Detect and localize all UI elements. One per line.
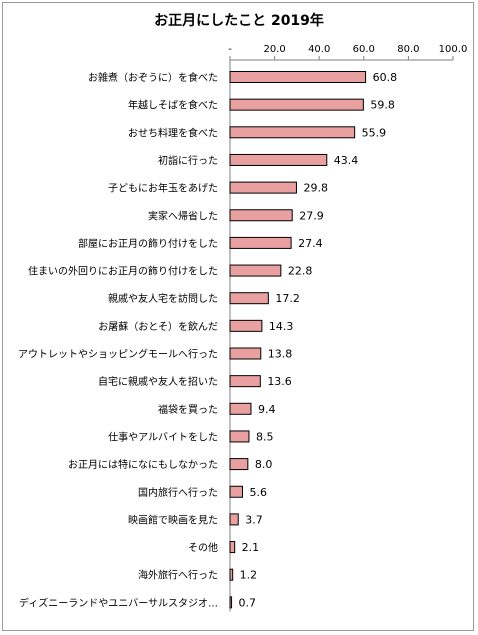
bar	[229, 541, 236, 554]
bar	[229, 209, 293, 222]
category-label: 住まいの外回りにお正月の飾り付けをした	[28, 265, 218, 278]
category-label: おせち料理を食べた	[128, 126, 218, 139]
category-label: 福袋を買った	[158, 403, 218, 416]
chart-frame: お正月にしたこと 2019年 - 20.0 40.0 60.0 80.0 100.0 60…	[2, 2, 474, 631]
bar-value-label: 2.1	[242, 541, 259, 554]
bar-value-label: 59.8	[370, 99, 395, 112]
category-labels: お雑煮（おぞうに）を食べた年越しそばを食べたおせち料理を食べた初詣に行った子ども…	[18, 71, 218, 609]
bar	[229, 292, 269, 305]
bar-value-label: 43.4	[334, 154, 359, 167]
bar-value-label: 27.4	[298, 237, 323, 250]
bar-value-label: 55.9	[362, 126, 387, 139]
category-label: お屠蘇（おとそ）を飲んだ	[98, 320, 218, 333]
category-label: アウトレットやショッピングモールへ行った	[18, 348, 218, 361]
category-label: 海外旅行へ行った	[138, 569, 218, 582]
bar	[229, 319, 263, 332]
category-label: 仕事やアルバイトをした	[108, 430, 218, 443]
x-tick-label: 40.0	[308, 44, 330, 55]
bar	[229, 264, 282, 277]
bar-group: 60.8 59.8 55.9 43.4 29.8 27.9 27.4 22.8 17.2 14.3…	[229, 71, 398, 609]
bar	[229, 430, 250, 443]
category-label: 親戚や友人宅を訪問した	[108, 292, 218, 305]
bar-value-label: 22.8	[288, 265, 313, 278]
bar-value-label: 13.8	[268, 348, 293, 361]
x-tick-label: 100.0	[439, 44, 468, 55]
x-tick-label: 20.0	[263, 44, 285, 55]
bar	[229, 513, 239, 526]
category-label: 子どもにお年玉をあげた	[108, 182, 218, 195]
bar-value-label: 14.3	[269, 320, 294, 333]
x-tick-label: 80.0	[397, 44, 419, 55]
bar	[229, 596, 233, 609]
bar-value-label: 1.2	[240, 569, 258, 582]
bar-value-label: 13.6	[267, 375, 292, 388]
bar-value-label: 9.4	[258, 403, 276, 416]
bar-value-label: 5.6	[249, 486, 267, 499]
category-label: ディズニーランドやユニバーサルスタジオ…	[19, 596, 218, 609]
category-label: 映画館で映画を見た	[128, 513, 218, 526]
category-label: 自宅に親戚や友人を招いた	[98, 375, 218, 388]
bar-value-label: 8.0	[255, 458, 273, 471]
bar	[229, 71, 367, 83]
category-label: その他	[188, 541, 218, 554]
bar	[229, 153, 328, 166]
bar	[229, 347, 262, 360]
category-label: 実家へ帰省した	[148, 209, 218, 222]
category-label: お雑煮（おぞうに）を食べた	[88, 71, 218, 84]
chart-svg: お正月にしたこと 2019年 - 20.0 40.0 60.0 80.0 100.0 60…	[18, 12, 468, 612]
bar-value-label: 0.7	[239, 596, 257, 609]
bar	[229, 98, 364, 111]
category-label: お正月には特になにもしなかった	[68, 459, 218, 471]
bar-value-label: 8.5	[256, 430, 274, 443]
x-tick-label: 60.0	[353, 44, 375, 55]
bar	[229, 375, 261, 388]
bar-value-label: 29.8	[303, 182, 328, 195]
bar	[229, 485, 243, 498]
chart-title: お正月にしたこと 2019年	[154, 12, 324, 29]
bar-value-label: 3.7	[245, 513, 263, 526]
bar	[229, 568, 234, 581]
x-tick-label: -	[228, 44, 232, 55]
bar-value-label: 17.2	[275, 292, 300, 305]
bar	[229, 402, 252, 415]
bar	[229, 126, 356, 139]
bar-value-label: 27.9	[299, 209, 324, 222]
bar	[229, 236, 292, 249]
bar	[229, 458, 249, 471]
category-label: 部屋にお正月の飾り付けをした	[78, 237, 218, 250]
category-label: 国内旅行へ行った	[138, 486, 218, 499]
bar-value-label: 60.8	[373, 71, 398, 84]
category-label: 年越しそばを食べた	[128, 99, 218, 112]
bar	[229, 181, 297, 194]
category-label: 初詣に行った	[158, 154, 218, 167]
